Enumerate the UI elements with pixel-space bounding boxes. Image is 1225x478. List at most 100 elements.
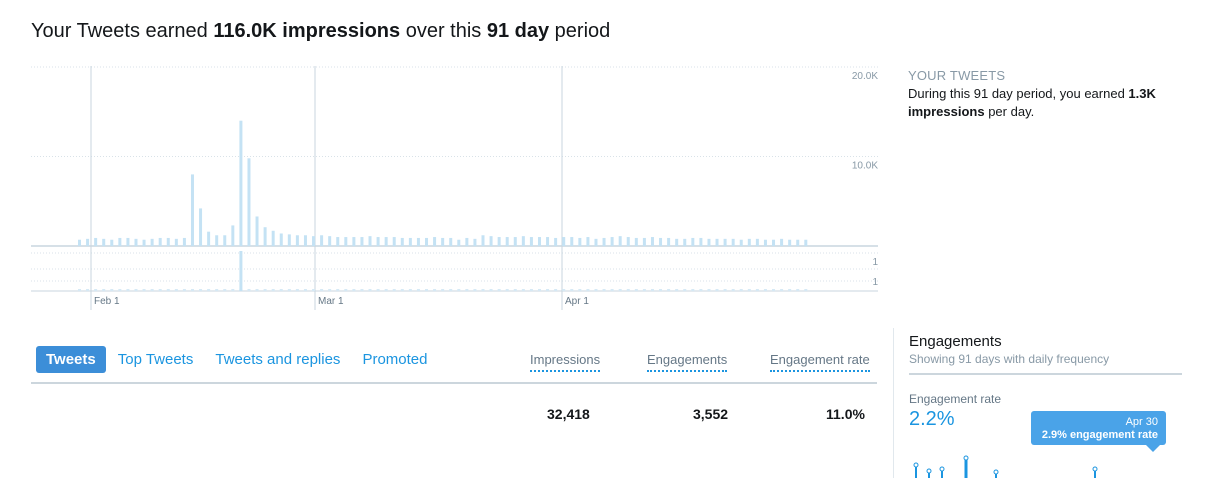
impression-bar [634, 237, 638, 246]
impression-bar [537, 237, 541, 246]
engagement-marker [279, 289, 283, 291]
engagement-marker [199, 289, 203, 291]
spark-dot [1092, 466, 1098, 472]
spark-dot [913, 462, 919, 468]
engagement-marker [126, 289, 130, 291]
impression-bar [279, 233, 283, 246]
engagement-marker [320, 289, 324, 291]
engagement-marker [134, 289, 138, 291]
engagement-marker [94, 289, 98, 291]
impression-bar [166, 237, 170, 246]
impression-bar [739, 239, 743, 246]
summary-suffix: per day. [984, 104, 1035, 119]
impression-bar [481, 235, 485, 246]
impression-bar [763, 239, 767, 246]
impression-bar [707, 238, 711, 246]
impression-bar [610, 237, 614, 246]
engagement-marker [158, 289, 162, 291]
total-engagement-rate: 11.0% [826, 406, 865, 422]
engagement-marker [207, 289, 211, 291]
impression-bar [223, 235, 227, 246]
engagement-marker [763, 289, 767, 291]
engagement-marker [102, 289, 106, 291]
impression-bar [804, 239, 808, 246]
engagement-marker [441, 289, 445, 291]
impression-bar [102, 238, 106, 246]
engagement-marker [408, 289, 412, 291]
engagement-marker [78, 289, 81, 291]
engagement-marker [110, 289, 114, 291]
impression-bar [352, 237, 356, 246]
impression-bar [449, 237, 453, 246]
engagement-marker [780, 289, 784, 291]
impression-bar [126, 237, 130, 246]
impression-bar [207, 231, 211, 246]
engagement-marker [271, 289, 275, 291]
impression-bar [731, 238, 735, 246]
engagement-marker [312, 289, 316, 291]
engagement-marker [618, 289, 622, 291]
engagement-marker [570, 289, 574, 291]
tab-top-tweets[interactable]: Top Tweets [117, 351, 194, 368]
impression-bar [376, 237, 380, 246]
engagement-marker [231, 289, 235, 291]
engagement-marker [182, 289, 186, 291]
engagement-tooltip: Apr 30 2.9% engagement rate [1031, 411, 1166, 452]
impression-bar [247, 158, 251, 246]
impression-bar [433, 237, 437, 246]
impression-bar [239, 120, 243, 246]
engagement-marker [667, 289, 671, 291]
impression-bar [497, 237, 501, 246]
impression-bar [755, 238, 759, 246]
impression-bar [320, 235, 324, 246]
engagement-marker [594, 289, 598, 291]
impression-bar [529, 237, 533, 246]
engagement-marker [263, 289, 267, 291]
impression-bar [158, 237, 162, 246]
impression-bar [642, 237, 646, 246]
impression-bar [215, 235, 219, 246]
engagement-marker [400, 289, 404, 291]
impression-bar [94, 237, 98, 246]
your-tweets-text: During this 91 day period, you earned 1.… [908, 85, 1198, 121]
headline-middle: over this [400, 20, 487, 42]
engagement-marker [118, 289, 122, 291]
engagement-marker [691, 289, 695, 291]
impression-bar [384, 237, 388, 246]
impression-bar [190, 174, 194, 246]
tab-tweets-and-replies[interactable]: Tweets and replies [215, 351, 341, 368]
column-header-impressions[interactable]: Impressions [530, 352, 601, 372]
engagement-marker [190, 289, 194, 291]
impression-bar [683, 238, 687, 246]
engagement-marker [473, 289, 477, 291]
summary-bold: 1.3K impressions [908, 86, 1156, 119]
engagement-marker [586, 289, 590, 291]
column-header-engagements[interactable]: Engagements [647, 352, 728, 372]
tab-tweets[interactable]: Tweets [36, 346, 106, 373]
impressions-chart: 20.0K 10.0K 1 1 Feb 1 Mar 1 Apr 1 [31, 66, 878, 310]
engagement-marker [634, 289, 638, 291]
engagements-subtitle: Showing 91 days with daily frequency [909, 352, 1110, 366]
summary-prefix: During this 91 day period, you earned [908, 86, 1129, 101]
impression-bar [199, 208, 203, 246]
impression-bar [134, 238, 138, 246]
column-header-engagement-rate[interactable]: Engagement rate [770, 352, 870, 372]
engagement-marker [295, 289, 299, 291]
engagement-marker [659, 289, 663, 291]
engagement-marker [344, 289, 348, 291]
impression-bar [182, 237, 186, 246]
impression-bar [796, 239, 800, 246]
your-tweets-summary: YOUR TWEETS During this 91 day period, y… [908, 68, 1198, 121]
y-tick-label: 20.0K [852, 71, 878, 82]
impression-bar [344, 237, 348, 246]
tab-promoted[interactable]: Promoted [362, 351, 428, 368]
impression-bar [747, 238, 751, 246]
spark-dot [926, 468, 932, 474]
impression-bar [594, 238, 598, 246]
impression-bar [231, 225, 235, 246]
engagement-marker [368, 289, 372, 291]
engagement-marker [731, 289, 735, 291]
engagement-rate-sparkline [913, 455, 1098, 478]
impression-bar [667, 237, 671, 246]
impression-bar [360, 237, 364, 246]
